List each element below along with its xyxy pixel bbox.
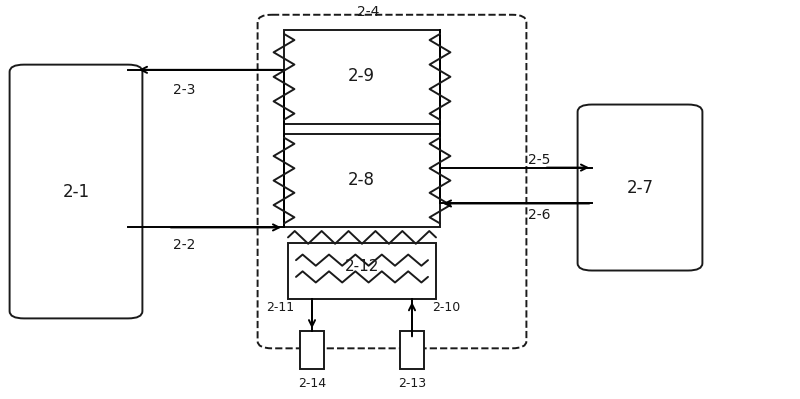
Text: 2-3: 2-3 bbox=[173, 83, 195, 97]
Bar bbox=[284, 30, 440, 124]
Text: 2-2: 2-2 bbox=[173, 238, 195, 253]
Text: 2-6: 2-6 bbox=[528, 208, 550, 223]
Text: 2-7: 2-7 bbox=[626, 178, 654, 197]
Text: 2-13: 2-13 bbox=[398, 377, 426, 389]
Text: 2-11: 2-11 bbox=[266, 301, 294, 314]
Text: 2-9: 2-9 bbox=[348, 67, 375, 85]
Text: 2-1: 2-1 bbox=[62, 182, 90, 201]
Text: 2-4: 2-4 bbox=[357, 5, 379, 19]
FancyBboxPatch shape bbox=[10, 65, 142, 318]
Text: 2-8: 2-8 bbox=[348, 171, 375, 190]
Text: 2-5: 2-5 bbox=[528, 152, 550, 167]
Text: 2-12: 2-12 bbox=[345, 259, 378, 274]
Bar bbox=[284, 134, 440, 227]
Bar bbox=[400, 331, 424, 369]
Bar bbox=[300, 331, 324, 369]
Bar bbox=[288, 243, 436, 299]
FancyBboxPatch shape bbox=[578, 105, 702, 271]
Text: 2-10: 2-10 bbox=[432, 301, 460, 314]
Text: 2-14: 2-14 bbox=[298, 377, 326, 389]
